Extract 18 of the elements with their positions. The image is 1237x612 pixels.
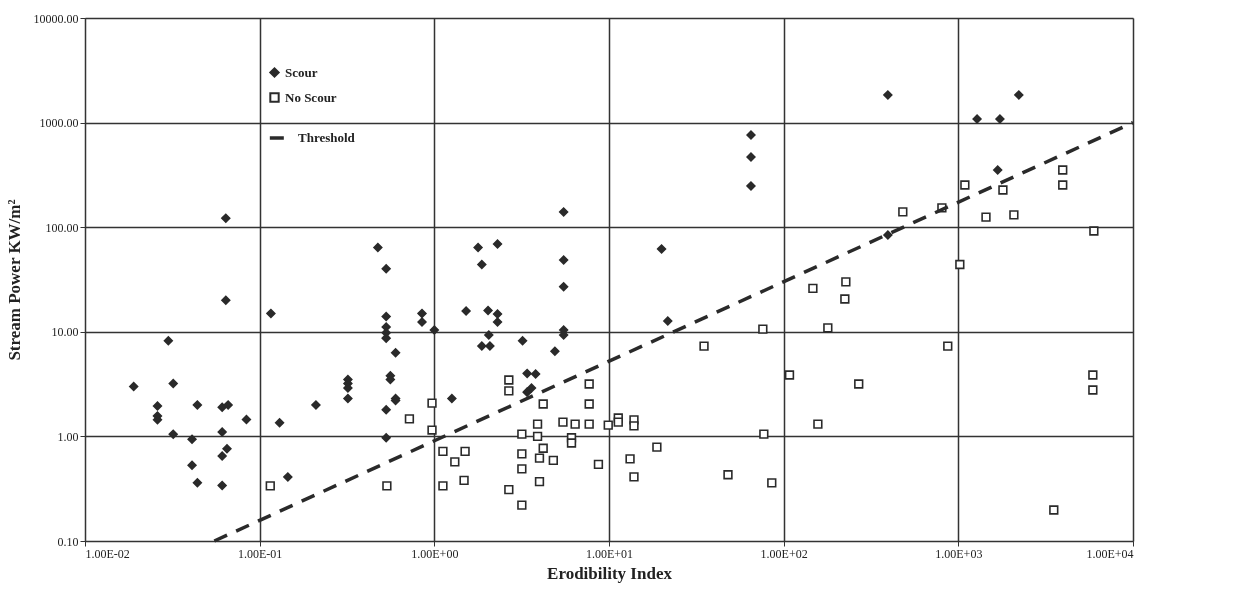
y-tick-label: 0.10 (57, 534, 79, 549)
y-tick-label: 1000.00 (39, 116, 79, 131)
y-tick-label: 10000.00 (33, 11, 79, 26)
y-tick-label: 100.00 (45, 220, 79, 235)
legend-label: No Scour (285, 89, 337, 105)
y-tick-label: 1.00 (57, 429, 79, 444)
x-tick-label: 1.00E+01 (585, 546, 634, 561)
x-tick-label: 1.00E-01 (238, 546, 283, 561)
x-tick-label: 1.00E+04 (1086, 546, 1134, 561)
legend-label: Threshold (298, 130, 356, 145)
x-axis-title: Erodibility Index (547, 563, 673, 583)
x-tick-label: 1.00E+02 (760, 546, 808, 561)
x-tick-label: 1.00E+03 (935, 546, 983, 561)
y-axis-title: Stream Power KW/m² (4, 199, 24, 361)
x-tick-label: 1.00E+00 (411, 546, 459, 561)
x-tick-label: 1.00E-02 (85, 546, 130, 561)
legend-label: Scour (285, 64, 318, 80)
y-tick-label: 10.00 (51, 325, 79, 340)
